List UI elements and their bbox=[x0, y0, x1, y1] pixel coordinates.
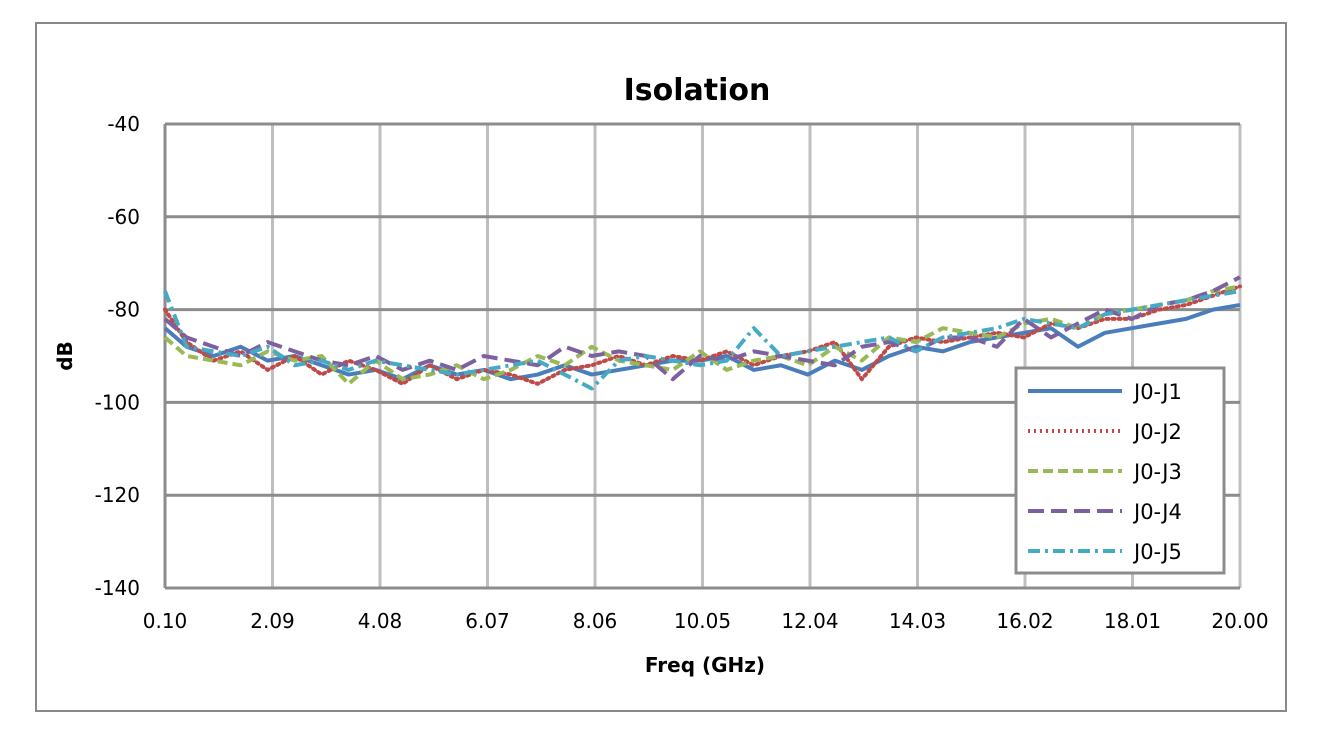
y-tick-label: -60 bbox=[107, 205, 140, 229]
y-tick-label: -100 bbox=[95, 390, 140, 414]
x-tick-label: 12.04 bbox=[781, 609, 838, 633]
series-line-j0-j3 bbox=[163, 284, 1241, 386]
y-tick-label: -80 bbox=[107, 298, 140, 322]
x-tick-label: 20.00 bbox=[1211, 609, 1268, 633]
chart-title: Isolation bbox=[624, 73, 771, 108]
x-tick-label: 6.07 bbox=[465, 609, 510, 633]
legend: J0-J1 J0-J2 J0-J3 J0-J4 J0-J5 bbox=[1014, 366, 1226, 575]
y-tick-label: -140 bbox=[95, 576, 140, 600]
x-tick-label: 18.01 bbox=[1104, 609, 1161, 633]
x-tick-label: 2.09 bbox=[250, 609, 295, 633]
x-tick-label: 16.02 bbox=[996, 609, 1053, 633]
x-tick-label: 14.03 bbox=[889, 609, 946, 633]
y-tick-label: -120 bbox=[95, 483, 140, 507]
x-tick-label: 4.08 bbox=[358, 609, 403, 633]
x-tick-label: 10.05 bbox=[674, 609, 731, 633]
x-tick-label: 0.10 bbox=[143, 609, 188, 633]
legend-label: J0-J2 bbox=[1132, 420, 1182, 444]
legend-label: J0-J4 bbox=[1132, 500, 1182, 524]
legend-label: J0-J1 bbox=[1132, 380, 1182, 404]
series-line-j0-j4 bbox=[163, 275, 1241, 382]
y-axis-label: dB bbox=[53, 341, 77, 371]
chart-frame bbox=[35, 22, 1287, 712]
legend-label: J0-J5 bbox=[1132, 540, 1182, 564]
y-tick-label: -40 bbox=[107, 112, 140, 136]
series-line-j0-j5 bbox=[163, 289, 1241, 391]
x-tick-label: 8.06 bbox=[573, 609, 618, 633]
x-axis-label: Freq (GHz) bbox=[645, 653, 765, 677]
legend-label: J0-J3 bbox=[1132, 460, 1182, 484]
